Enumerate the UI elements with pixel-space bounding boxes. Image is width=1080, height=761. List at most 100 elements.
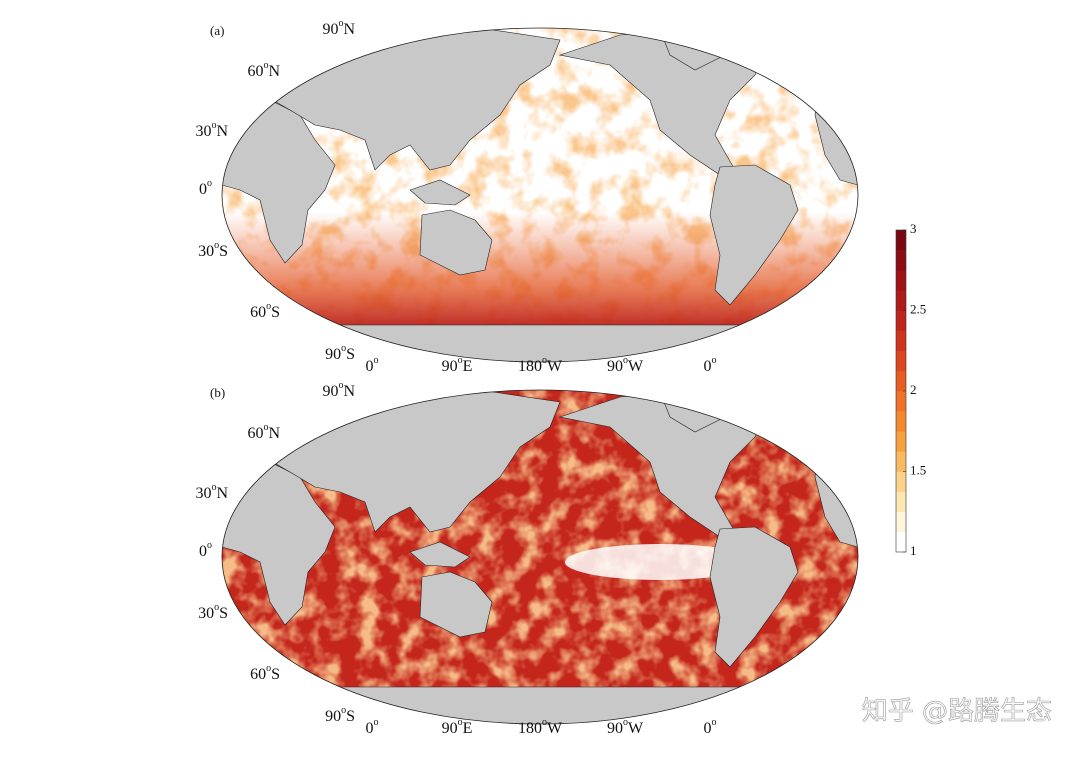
degree-sign: o <box>338 380 343 391</box>
degree-sign: o <box>338 18 343 29</box>
lat-label: 0o <box>199 540 212 559</box>
panel-label: (a) <box>210 23 224 38</box>
direction: N <box>268 63 280 80</box>
colorbar-band <box>896 290 906 311</box>
degree-value: 90 <box>325 708 341 725</box>
colorbar-band <box>896 310 906 331</box>
degree-sign: o <box>214 240 219 251</box>
direction: N <box>268 425 280 442</box>
degree-sign: o <box>211 120 216 131</box>
degree-sign: o <box>458 717 463 728</box>
degree-value: 90 <box>442 720 458 737</box>
degree-sign: o <box>207 178 212 189</box>
colorbar-band <box>896 230 906 251</box>
lat-label: 30oS <box>198 602 228 621</box>
direction: N <box>343 383 355 400</box>
degree-sign: o <box>266 663 271 674</box>
degree-value: 60 <box>247 425 263 442</box>
colorbar-band <box>896 270 906 291</box>
lat-label: 30oN <box>195 120 228 139</box>
degree-sign: o <box>374 355 379 366</box>
degree-sign: o <box>712 717 717 728</box>
degree-value: 0 <box>199 543 207 560</box>
map-body <box>222 28 858 362</box>
degree-sign: o <box>263 422 268 433</box>
direction: W <box>628 358 644 375</box>
lon-label: 90oE <box>442 717 473 736</box>
lat-label: 60oS <box>250 663 280 682</box>
degree-sign: o <box>542 717 547 728</box>
direction: N <box>216 485 228 502</box>
colorbar-band <box>896 491 906 513</box>
lon-label: 180oW <box>518 717 563 736</box>
lon-label: 0o <box>704 355 717 374</box>
degree-sign: o <box>374 717 379 728</box>
colorbar-band <box>896 531 906 553</box>
watermark: 知乎 @路腾生态 <box>862 697 1052 727</box>
lon-label: 0o <box>366 355 379 374</box>
lon-label: 90oW <box>607 355 644 374</box>
degree-sign: o <box>266 301 271 312</box>
degree-value: 90 <box>607 720 623 737</box>
lat-label: 90oN <box>322 18 355 37</box>
degree-value: 0 <box>704 720 712 737</box>
colorbar-tick-label: 1 <box>910 543 917 558</box>
degree-value: 30 <box>195 123 211 140</box>
direction: W <box>628 720 644 737</box>
colorbar-band <box>896 471 906 492</box>
lat-label: 90oS <box>325 705 355 724</box>
colorbar-band <box>896 250 906 271</box>
degree-sign: o <box>542 355 547 366</box>
panel-label: (b) <box>210 385 225 400</box>
direction: S <box>346 346 355 363</box>
lat-label: 30oS <box>198 240 228 259</box>
colorbar-band <box>896 330 906 352</box>
colorbar-band <box>896 431 906 452</box>
degree-sign: o <box>211 482 216 493</box>
colorbar: 1 1.5 2 2.5 3 <box>895 221 926 558</box>
lon-label: 90oW <box>607 717 644 736</box>
degree-sign: o <box>458 355 463 366</box>
lon-label: 0o <box>366 717 379 736</box>
degree-sign: o <box>623 717 628 728</box>
degree-value: 0 <box>199 181 207 198</box>
degree-sign: o <box>341 705 346 716</box>
lat-label: 0o <box>199 178 212 197</box>
direction: S <box>271 666 280 683</box>
colorbar-tick-label: 1.5 <box>910 462 926 477</box>
lat-label: 30oN <box>195 482 228 501</box>
degree-value: 60 <box>247 63 263 80</box>
degree-value: 60 <box>250 304 266 321</box>
direction: N <box>343 21 355 38</box>
colorbar-band <box>896 391 906 412</box>
direction: W <box>547 720 563 737</box>
map-outline <box>221 27 859 363</box>
colorbar-band <box>896 370 906 392</box>
lat-label: 60oN <box>247 60 280 79</box>
colorbar-band <box>896 451 906 472</box>
lat-label: 90oN <box>322 380 355 399</box>
direction: S <box>219 605 228 622</box>
direction: E <box>463 358 473 375</box>
direction: N <box>216 123 228 140</box>
direction: S <box>271 304 280 321</box>
map-body <box>222 390 858 724</box>
degree-sign: o <box>207 540 212 551</box>
degree-sign: o <box>263 60 268 71</box>
lat-label: 60oS <box>250 301 280 320</box>
colorbar-tick-label: 2 <box>910 382 917 397</box>
colorbar-band <box>896 511 906 533</box>
lon-label: 90oE <box>442 355 473 374</box>
direction: S <box>346 708 355 725</box>
degree-value: 0 <box>366 358 374 375</box>
degree-value: 0 <box>366 720 374 737</box>
degree-value: 180 <box>518 358 542 375</box>
degree-sign: o <box>712 355 717 366</box>
direction: E <box>463 720 473 737</box>
colorbar-band <box>896 350 906 372</box>
equatorial-tongue <box>565 544 755 580</box>
colorbar-tick-label: 2.5 <box>910 301 926 316</box>
